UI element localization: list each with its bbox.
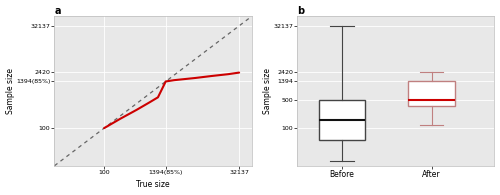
Bar xyxy=(318,100,366,140)
Text: a: a xyxy=(54,5,61,16)
Text: b: b xyxy=(297,5,304,16)
X-axis label: True size: True size xyxy=(136,180,170,190)
Y-axis label: Sample size: Sample size xyxy=(6,68,15,114)
Bar xyxy=(408,82,455,106)
Y-axis label: Sample size: Sample size xyxy=(263,68,272,114)
